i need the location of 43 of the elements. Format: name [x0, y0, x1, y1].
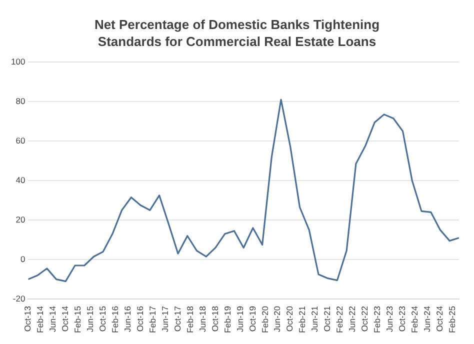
chart-title: Net Percentage of Domestic Banks Tightening Standards for Commercial Real Estate Loans: [93, 16, 381, 51]
x-tick-label: Feb-19: [222, 306, 232, 334]
x-tick-label: Jun-18: [197, 306, 208, 332]
x-tick-label: Jun-21: [310, 306, 320, 332]
x-tick-label: Jun-24: [422, 306, 432, 332]
x-tick-label: Oct-13: [22, 306, 33, 332]
x-tick-label: Feb-25: [447, 306, 458, 334]
x-tick-label: Oct-23: [397, 306, 408, 332]
x-tick-label: Feb-23: [372, 306, 382, 334]
x-tick-label: Oct-15: [97, 306, 108, 332]
x-tick-label: Jun-20: [272, 306, 282, 332]
x-tick-label: Feb-14: [35, 306, 46, 334]
y-tick-label: 40: [16, 174, 26, 185]
x-tick-label: Feb-17: [147, 306, 158, 334]
x-tick-label: Feb-24: [410, 306, 420, 334]
x-tick-label: Oct-21: [322, 306, 332, 332]
y-tick-label: -20: [12, 293, 26, 304]
y-tick-label: 60: [16, 135, 26, 146]
x-tick-label: Oct-18: [210, 306, 220, 332]
x-tick-label: Feb-16: [110, 306, 120, 334]
y-tick-label: 80: [16, 96, 26, 106]
x-tick-label: Oct-19: [247, 306, 258, 332]
x-tick-label: Feb-22: [334, 306, 345, 334]
x-tick-label: Feb-20: [260, 306, 270, 334]
x-tick-label: Feb-21: [297, 306, 308, 334]
y-tick-label: 0: [20, 254, 26, 264]
x-tick-label: Oct-16: [134, 306, 145, 332]
x-tick-label: Oct-17: [172, 306, 182, 332]
y-tick-label: 20: [16, 214, 26, 224]
x-tick-label: Jun-17: [160, 306, 170, 332]
x-tick-label: Oct-24: [434, 306, 445, 332]
x-tick-label: Jun-22: [347, 306, 358, 332]
y-tick-label: 100: [10, 56, 26, 66]
x-tick-label: Oct-20: [284, 306, 295, 332]
x-tick-label: Oct-14: [60, 306, 70, 332]
x-tick-label: Jun-15: [84, 306, 95, 332]
x-tick-label: Oct-22: [360, 306, 370, 332]
x-tick-label: Feb-15: [72, 306, 82, 334]
x-tick-label: Jun-19: [234, 306, 245, 332]
x-tick-label: Feb-18: [184, 306, 195, 334]
x-tick-label: Jun-23: [384, 306, 395, 332]
x-tick-label: Jun-14: [48, 306, 58, 332]
x-tick-label: Jun-16: [122, 306, 132, 332]
